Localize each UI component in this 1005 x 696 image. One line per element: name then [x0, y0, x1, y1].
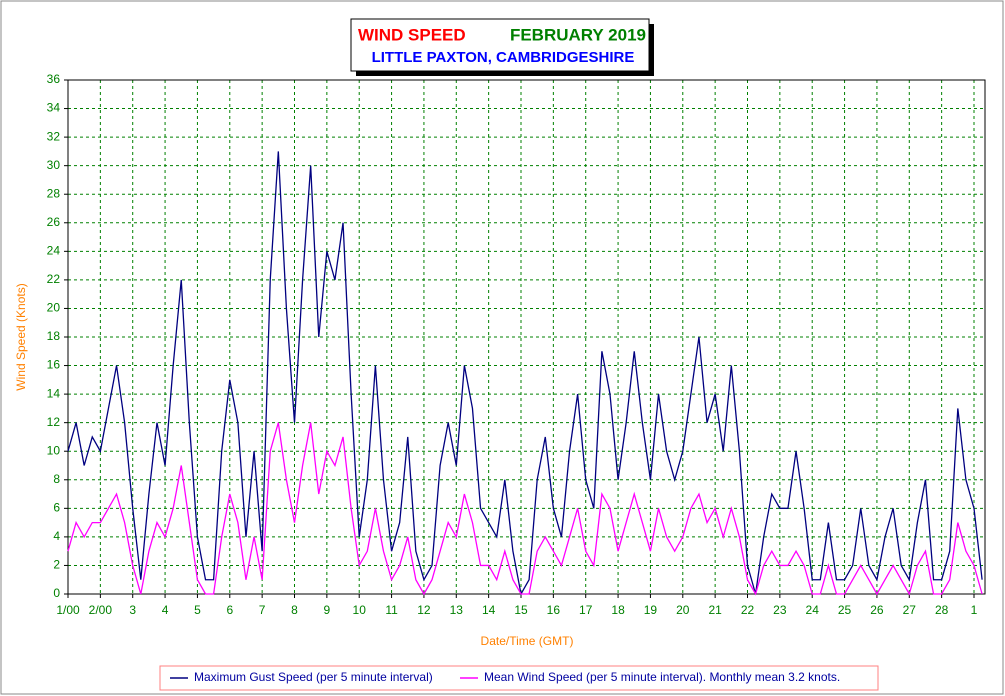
x-tick-label: 24 — [806, 603, 820, 617]
y-tick-label: 2 — [53, 558, 60, 572]
legend-box — [159, 665, 879, 691]
y-axis-label: Wind Speed (Knots) — [14, 283, 28, 390]
chart-title: WIND SPEED — [358, 25, 466, 44]
y-tick-label: 24 — [47, 244, 61, 258]
y-tick-label: 18 — [47, 329, 61, 343]
y-tick-label: 30 — [47, 158, 61, 172]
x-tick-label: 28 — [935, 603, 949, 617]
x-tick-label: 7 — [259, 603, 266, 617]
x-tick-label: 1/00 — [56, 603, 80, 617]
chart-subtitle: LITTLE PAXTON, CAMBRIDGESHIRE — [372, 49, 635, 66]
y-tick-label: 14 — [47, 386, 61, 400]
x-tick-label: 16 — [547, 603, 561, 617]
x-tick-label: 2/00 — [89, 603, 113, 617]
y-tick-label: 36 — [47, 72, 61, 86]
x-tick-label: 11 — [385, 603, 398, 617]
series-line — [67, 151, 983, 596]
x-tick-label: 21 — [708, 603, 722, 617]
x-tick-label: 10 — [353, 603, 367, 617]
x-tick-label: 12 — [417, 603, 431, 617]
x-tick-label: 25 — [838, 603, 852, 617]
y-tick-label: 8 — [53, 472, 60, 486]
x-axis-label: Date/Time (GMT) — [481, 634, 574, 648]
x-tick-label: 15 — [514, 603, 528, 617]
y-tick-label: 6 — [53, 501, 60, 515]
x-tick-label: 4 — [162, 603, 169, 617]
x-tick-label: 13 — [450, 603, 464, 617]
x-tick-label: 5 — [194, 603, 201, 617]
y-tick-label: 34 — [47, 101, 61, 115]
x-tick-label: 8 — [291, 603, 298, 617]
title-box — [350, 18, 650, 72]
series-line — [67, 422, 983, 596]
x-tick-label: 1 — [971, 603, 978, 617]
x-tick-label: 18 — [611, 603, 625, 617]
x-tick-label: 3 — [129, 603, 136, 617]
x-tick-label: 6 — [226, 603, 233, 617]
y-tick-label: 10 — [47, 443, 61, 457]
y-tick-label: 28 — [47, 186, 61, 200]
legend-label: Maximum Gust Speed (per 5 minute interva… — [194, 670, 433, 684]
chart-title-month: FEBRUARY 2019 — [510, 25, 646, 44]
y-tick-label: 22 — [47, 272, 61, 286]
x-tick-label: 23 — [773, 603, 787, 617]
y-tick-label: 20 — [47, 301, 61, 315]
x-tick-label: 19 — [644, 603, 658, 617]
y-tick-label: 16 — [47, 358, 61, 372]
x-tick-label: 27 — [903, 603, 917, 617]
x-tick-label: 26 — [870, 603, 884, 617]
y-tick-label: 4 — [53, 529, 60, 543]
x-tick-label: 14 — [482, 603, 496, 617]
y-tick-label: 0 — [53, 586, 60, 600]
x-tick-label: 9 — [324, 603, 331, 617]
x-tick-label: 17 — [579, 603, 593, 617]
x-tick-label: 22 — [741, 603, 755, 617]
y-tick-label: 26 — [47, 215, 61, 229]
legend-label: Mean Wind Speed (per 5 minute interval).… — [484, 670, 840, 684]
x-tick-label: 20 — [676, 603, 690, 617]
y-tick-label: 12 — [47, 415, 61, 429]
y-tick-label: 32 — [47, 129, 61, 143]
